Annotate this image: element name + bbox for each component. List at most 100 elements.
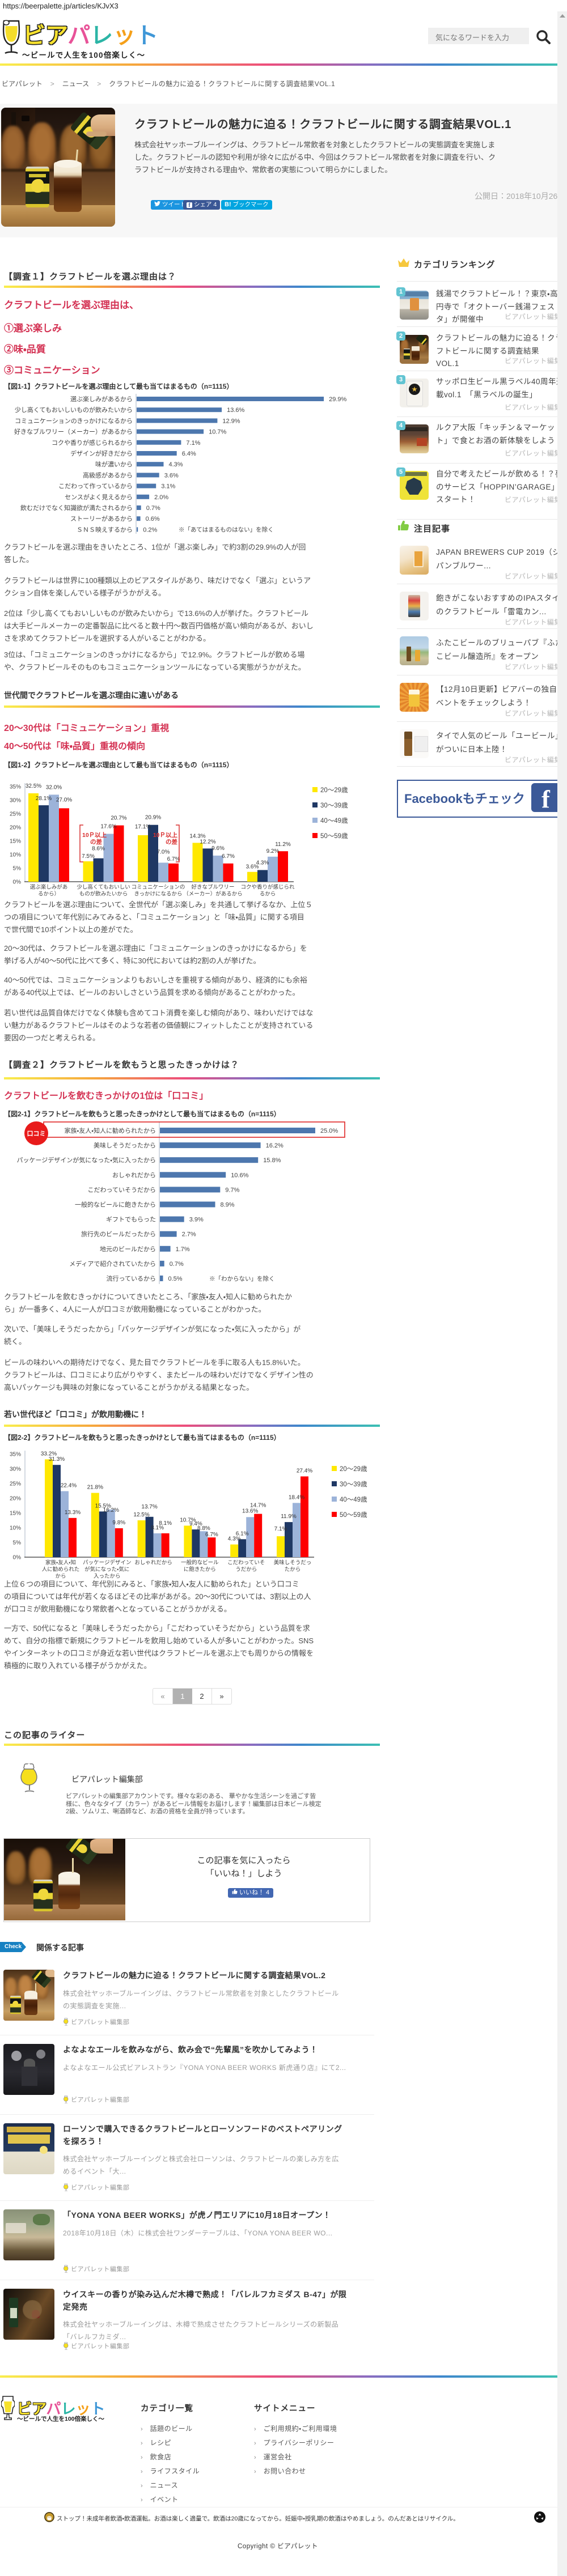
svg-text:14.3%: 14.3% (189, 833, 205, 839)
svg-text:選ぶ楽しみがあるから: 選ぶ楽しみがあるから (70, 395, 133, 403)
svg-text:13.3%: 13.3% (65, 1510, 81, 1516)
svg-text:3.9%: 3.9% (189, 1217, 204, 1223)
svg-text:16.2%: 16.2% (103, 1507, 119, 1514)
svg-text:4.3%: 4.3% (169, 461, 183, 468)
svg-text:から: から (55, 1574, 66, 1580)
svg-text:20%: 20% (10, 825, 21, 831)
svg-text:に飽きたから: に飽きたから (184, 1566, 216, 1573)
svg-text:3.6%: 3.6% (246, 864, 259, 870)
svg-text:5%: 5% (13, 1540, 22, 1546)
svg-text:20〜29歳: 20〜29歳 (340, 1465, 367, 1473)
svg-text:8.6%: 8.6% (92, 846, 105, 852)
svg-text:ＳＮＳ映えするから: ＳＮＳ映えするから (77, 526, 133, 533)
svg-text:好きなブルワリー（メーカー）があるから: 好きなブルワリー（メーカー）があるから (14, 428, 133, 436)
svg-text:うだから: うだから (235, 1567, 257, 1573)
svg-text:25.0%: 25.0% (320, 1128, 338, 1134)
svg-text:10.7%: 10.7% (180, 1517, 196, 1523)
svg-text:27.4%: 27.4% (297, 1468, 312, 1474)
svg-text:32.0%: 32.0% (46, 784, 62, 790)
svg-text:40〜49歳: 40〜49歳 (340, 1496, 367, 1503)
svg-text:美味しそうだったから: 美味しそうだったから (94, 1142, 156, 1149)
svg-text:センスがよく見えるから: センスがよく見えるから (65, 493, 133, 501)
svg-text:8.9%: 8.9% (221, 1202, 235, 1209)
svg-text:7.1%: 7.1% (274, 1526, 287, 1532)
svg-text:0%: 0% (13, 879, 22, 886)
svg-text:高級感があるから: 高級感があるから (83, 471, 133, 479)
svg-text:15%: 15% (10, 839, 21, 845)
svg-text:デザインが好きだから: デザインが好きだから (70, 449, 133, 457)
svg-text:8.8%: 8.8% (197, 1525, 210, 1532)
svg-text:8.1%: 8.1% (151, 1525, 164, 1531)
svg-text:13.6%: 13.6% (227, 407, 244, 414)
svg-text:0%: 0% (13, 1555, 22, 1561)
svg-text:9.4%: 9.4% (189, 1521, 202, 1527)
svg-text:2.0%: 2.0% (154, 494, 168, 501)
svg-text:が気になった・気に: が気になった・気に (84, 1566, 129, 1573)
svg-text:口コミ: 口コミ (27, 1130, 46, 1137)
svg-text:コミュニケーションのきっかけになるから: コミュニケーションのきっかけになるから (15, 417, 133, 424)
svg-text:20.7%: 20.7% (111, 815, 126, 822)
svg-text:美味しそうだっ: 美味しそうだっ (274, 1559, 312, 1566)
svg-text:6.4%: 6.4% (182, 450, 196, 457)
svg-text:10.7%: 10.7% (209, 429, 226, 436)
svg-text:7.0%: 7.0% (157, 849, 170, 855)
svg-text:17.6%: 17.6% (100, 824, 116, 830)
svg-text:4.3%: 4.3% (228, 1536, 241, 1542)
svg-text:家族・友人・知人に勧められたから: 家族・友人・知人に勧められたから (65, 1127, 156, 1134)
svg-text:9.7%: 9.7% (225, 1187, 239, 1193)
svg-text:28.1%: 28.1% (36, 796, 52, 802)
svg-text:15%: 15% (10, 1511, 21, 1517)
svg-text:コクや香りが感じられるから: コクや香りが感じられるから (52, 439, 133, 447)
svg-text:入ったから: 入ったから (94, 1574, 121, 1580)
svg-text:※「あてはまるものはない」を除く: ※「あてはまるものはない」を除く (179, 526, 274, 533)
svg-text:パッケージデザインが気になった・気に入ったから: パッケージデザインが気になった・気に入ったから (16, 1156, 156, 1164)
svg-text:30〜39歳: 30〜39歳 (320, 802, 348, 809)
svg-text:0.6%: 0.6% (146, 516, 160, 522)
svg-text:11.9%: 11.9% (281, 1514, 297, 1520)
svg-text:9.8%: 9.8% (112, 1520, 125, 1526)
svg-text:35%: 35% (10, 1452, 21, 1458)
svg-text:（メーカー）があるから: （メーカー）があるから (183, 891, 243, 898)
svg-text:7.5%: 7.5% (82, 853, 95, 860)
svg-text:ギフトでもらった: ギフトでもらった (106, 1216, 156, 1223)
svg-text:こだわっていそ: こだわっていそ (227, 1560, 265, 1566)
svg-text:メディアで紹介されていたから: メディアで紹介されていたから (69, 1260, 156, 1268)
svg-text:コクや香りが感じられ: コクや香りが感じられ (240, 884, 295, 891)
svg-text:4.3%: 4.3% (256, 860, 269, 866)
svg-text:30〜39歳: 30〜39歳 (340, 1481, 367, 1488)
svg-text:飲むだけでなく知識欲が満たされるから: 飲むだけでなく知識欲が満たされるから (20, 504, 133, 512)
svg-text:旅行先のビールだったから: 旅行先のビールだったから (81, 1231, 156, 1238)
svg-text:22.4%: 22.4% (61, 1483, 77, 1489)
svg-text:こだわって作っているから: こだわって作っているから (58, 483, 133, 490)
svg-text:12.5%: 12.5% (133, 1512, 149, 1518)
svg-text:0.5%: 0.5% (168, 1276, 183, 1282)
svg-text:3.1%: 3.1% (161, 483, 175, 490)
svg-text:50〜59歳: 50〜59歳 (320, 832, 348, 840)
svg-text:0.2%: 0.2% (143, 526, 157, 533)
svg-text:※「わからない」を除く: ※「わからない」を除く (209, 1275, 275, 1282)
svg-text:地元のビールだから: 地元のビールだから (100, 1246, 156, 1253)
svg-text:21.8%: 21.8% (87, 1485, 103, 1491)
svg-text:ストーリーがあるから: ストーリーがあるから (70, 515, 133, 522)
svg-text:11.2%: 11.2% (275, 841, 291, 848)
svg-text:流行っているから: 流行っているから (107, 1275, 156, 1282)
svg-text:10Ｐ以上: 10Ｐ以上 (153, 831, 178, 839)
svg-text:0.7%: 0.7% (146, 505, 160, 512)
svg-text:6.7%: 6.7% (205, 1532, 218, 1538)
svg-text:30%: 30% (10, 1466, 21, 1473)
svg-text:13.7%: 13.7% (141, 1504, 157, 1510)
svg-text:きっかけになるから: きっかけになるから (134, 891, 182, 898)
svg-text:20%: 20% (10, 1496, 21, 1502)
svg-text:30%: 30% (10, 798, 21, 804)
svg-text:ものが飲みたいから: ものが飲みたいから (79, 891, 128, 898)
svg-text:7.1%: 7.1% (186, 440, 200, 447)
svg-text:たから: たから (285, 1567, 301, 1573)
svg-text:20〜29歳: 20〜29歳 (320, 787, 348, 794)
svg-text:18.4%: 18.4% (289, 1494, 304, 1500)
svg-text:選ぶ楽しみがあ: 選ぶ楽しみがあ (30, 884, 68, 891)
svg-text:6.7%: 6.7% (167, 856, 180, 862)
svg-text:こだわっていそうだから: こだわっていそうだから (88, 1186, 156, 1193)
svg-text:40〜49歳: 40〜49歳 (320, 817, 348, 824)
svg-text:31.3%: 31.3% (49, 1456, 65, 1463)
svg-text:少し高くてもおいしいものが飲みたいから: 少し高くてもおいしいものが飲みたいから (15, 406, 133, 414)
